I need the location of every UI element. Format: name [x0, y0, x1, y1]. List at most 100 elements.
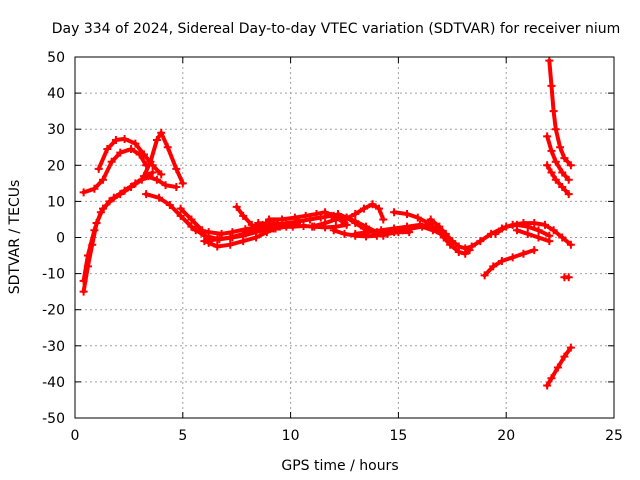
data-point [519, 249, 528, 258]
series-arc-21 [426, 215, 575, 253]
data-point [551, 175, 560, 184]
data-point [377, 226, 386, 235]
data-point [534, 226, 543, 235]
y-tick-label: -20 [42, 303, 65, 319]
data-point [340, 229, 349, 238]
data-point [176, 204, 185, 213]
data-point [558, 182, 567, 191]
data-point [364, 228, 373, 237]
data-point [142, 190, 151, 199]
data-point [415, 220, 424, 229]
data-point [543, 161, 552, 170]
data-point [269, 220, 278, 229]
x-tick-label: 0 [71, 428, 80, 444]
data-point [390, 208, 399, 217]
data-point [120, 134, 129, 143]
axis-ticks: 0 5 10 15 20 25 50 40 30 20 10 0 -10 -20 -30 -40 -50 [42, 50, 623, 444]
series-arc-19 [351, 220, 437, 238]
data-point [560, 154, 569, 163]
data-point [176, 211, 185, 220]
data-point [172, 182, 181, 191]
data-point [564, 190, 573, 199]
data-point [403, 222, 412, 231]
y-tick-label: 40 [47, 86, 65, 102]
data-point [99, 175, 108, 184]
data-point [213, 235, 222, 244]
x-tick-label: 25 [605, 428, 623, 444]
data-point [508, 253, 517, 262]
data-point [497, 256, 506, 265]
series-line [144, 174, 179, 189]
data-point [83, 251, 92, 260]
data-point [564, 273, 573, 282]
series-arc-27 [543, 161, 573, 199]
data-point [523, 222, 532, 231]
data-point [265, 215, 274, 224]
x-tick-label: 10 [282, 428, 300, 444]
data-point [90, 226, 99, 235]
series-line [81, 174, 151, 283]
y-tick-label: -50 [42, 411, 65, 427]
data-point [491, 229, 500, 238]
data-point [94, 164, 103, 173]
data-point [502, 222, 511, 231]
data-point [191, 226, 200, 235]
x-tick-label: 20 [497, 428, 515, 444]
data-point [334, 210, 343, 219]
data-point [566, 343, 575, 352]
data-point [530, 219, 539, 228]
data-point [252, 233, 261, 242]
data-point [441, 229, 450, 238]
data-point [551, 157, 560, 166]
data-point [308, 222, 317, 231]
data-point [152, 175, 161, 184]
data-point [116, 148, 125, 157]
series-arc-6 [142, 172, 181, 191]
y-tick-label: -40 [42, 375, 65, 391]
data-point [530, 246, 539, 255]
data-point [157, 128, 166, 137]
data-point [275, 222, 284, 231]
y-tick-label: -10 [42, 267, 65, 283]
series-line [81, 147, 149, 195]
data-point [152, 136, 161, 145]
data-point [155, 193, 164, 202]
y-tick-label: 50 [47, 50, 65, 66]
data-point [146, 157, 155, 166]
data-point [148, 168, 157, 177]
data-point [390, 224, 399, 233]
data-point [232, 202, 241, 211]
data-point [379, 215, 388, 224]
data-point [288, 222, 297, 231]
data-point [187, 215, 196, 224]
data-point [301, 211, 310, 220]
data-point [480, 271, 489, 280]
data-point [549, 107, 558, 116]
data-point [239, 237, 248, 246]
data-point [90, 184, 99, 193]
data-point [131, 139, 140, 148]
data-point [547, 146, 556, 155]
data-point [254, 219, 263, 228]
data-point [103, 145, 112, 154]
data-point [545, 56, 554, 65]
data-point [329, 226, 338, 235]
data-point [351, 219, 360, 228]
series-arc-18 [340, 200, 388, 224]
y-tick-label: -30 [42, 339, 65, 355]
data-point [543, 132, 552, 141]
y-tick-label: 30 [47, 122, 65, 138]
data-point [204, 228, 213, 237]
series-arc-1 [79, 145, 151, 197]
series-arc-25 [545, 56, 575, 170]
y-tick-label: 10 [47, 194, 65, 210]
data-point [368, 200, 377, 209]
x-axis-label: GPS time / hours [281, 458, 398, 474]
data-point [116, 190, 125, 199]
data-point [107, 157, 116, 166]
data-point [564, 175, 573, 184]
data-point [566, 161, 575, 170]
data-point [200, 237, 209, 246]
data-point [239, 211, 248, 220]
data-point [372, 231, 381, 240]
